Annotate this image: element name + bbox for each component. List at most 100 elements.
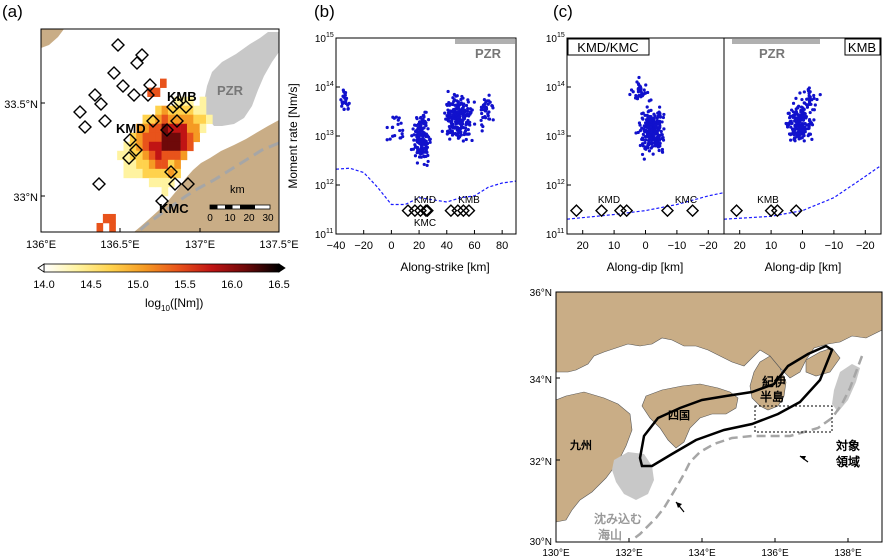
moment-rate-point bbox=[481, 115, 485, 120]
moment-rate-point bbox=[341, 94, 345, 98]
moment-rate-point bbox=[644, 83, 648, 87]
moment-rate-point bbox=[646, 125, 650, 129]
moment-rate-point bbox=[801, 114, 805, 118]
moment-rate-point bbox=[391, 125, 395, 129]
moment-rate-point bbox=[803, 125, 807, 129]
heatmap-cell bbox=[129, 168, 137, 179]
heatmap-cell bbox=[161, 123, 169, 134]
moment-rate-point bbox=[649, 146, 653, 150]
panel-b-ytick-base: 10 bbox=[315, 34, 327, 45]
moment-rate-point bbox=[802, 107, 806, 112]
panel-b-xtick-label: −40 bbox=[327, 240, 346, 252]
moment-rate-point bbox=[385, 125, 389, 130]
moment-rate-point bbox=[649, 115, 653, 119]
panel-c-left-xtick-label: 20 bbox=[577, 240, 589, 252]
moment-rate-point bbox=[643, 91, 647, 95]
panel-c-right-title: KMB bbox=[848, 40, 876, 55]
heatmap-cell bbox=[174, 168, 181, 179]
moment-rate-point bbox=[797, 113, 801, 118]
panel-d-study-area-box bbox=[754, 405, 833, 433]
panel-c-left-xtick-label: −20 bbox=[699, 240, 718, 252]
moment-rate-point bbox=[460, 108, 465, 112]
moment-rate-point bbox=[660, 120, 664, 124]
moment-rate-point bbox=[662, 112, 666, 117]
moment-rate-point bbox=[800, 111, 805, 116]
panel-c-right-xtick-label: −20 bbox=[856, 240, 875, 252]
moment-rate-point bbox=[634, 131, 638, 135]
panel-b-xlabel: Along-strike [km] bbox=[400, 260, 489, 274]
panel-c-ytick-base: 10 bbox=[546, 34, 558, 45]
moment-rate-point bbox=[660, 147, 665, 152]
moment-rate-point bbox=[347, 101, 351, 105]
moment-rate-point bbox=[401, 134, 405, 139]
moment-rate-point bbox=[806, 126, 810, 131]
moment-rate-point bbox=[415, 128, 420, 132]
moment-rate-point bbox=[636, 86, 640, 91]
moment-rate-point bbox=[656, 145, 661, 149]
panel-c-left-xlabel: Along-dip [km] bbox=[607, 260, 684, 274]
moment-rate-point bbox=[646, 143, 650, 147]
heatmap-cell bbox=[161, 186, 169, 197]
moment-rate-point bbox=[792, 127, 796, 131]
heatmap-cell bbox=[167, 150, 175, 161]
moment-rate-point bbox=[448, 127, 452, 131]
moment-rate-point bbox=[419, 155, 423, 159]
panel-c-left-xtick-label: −10 bbox=[668, 240, 687, 252]
moment-rate-point bbox=[464, 123, 468, 127]
heatmap-cell bbox=[155, 159, 162, 170]
grey-station-diamond bbox=[141, 88, 155, 102]
colorbar-bar bbox=[43, 263, 280, 273]
moment-rate-point bbox=[484, 109, 488, 113]
heatmap-cell bbox=[136, 123, 143, 134]
moment-rate-point bbox=[649, 125, 653, 129]
colorbar-right-arrow bbox=[278, 263, 286, 273]
moment-rate-point bbox=[637, 75, 641, 80]
station-diamond bbox=[122, 151, 136, 165]
panel-c-letter: (c) bbox=[553, 2, 573, 21]
panel-d-kii-label-1: 紀伊 bbox=[762, 374, 786, 389]
heatmap-cell bbox=[142, 132, 150, 143]
moment-rate-point bbox=[789, 138, 793, 142]
moment-rate-point bbox=[808, 110, 812, 115]
panel-d-kii-label-2: 半島 bbox=[760, 389, 784, 404]
panel-d-kyushu-label: 九州 bbox=[569, 438, 592, 452]
moment-rate-point bbox=[652, 112, 656, 116]
station-diamond bbox=[181, 177, 195, 191]
moment-rate-point bbox=[791, 101, 796, 105]
panel-a-ytick: 33.5°N bbox=[4, 99, 38, 111]
moment-rate-point bbox=[415, 161, 420, 165]
panel-b-xtick-label: 0 bbox=[388, 240, 394, 252]
station-diamond bbox=[123, 133, 137, 147]
moment-rate-point bbox=[342, 107, 346, 111]
moment-rate-point bbox=[419, 122, 423, 126]
moment-rate-point bbox=[445, 114, 449, 118]
grey-station-diamond bbox=[143, 78, 157, 92]
panel-c-ytick-base: 10 bbox=[546, 230, 558, 241]
moment-rate-point bbox=[424, 132, 429, 136]
moment-rate-point bbox=[785, 125, 790, 129]
moment-rate-point bbox=[415, 116, 419, 121]
moment-rate-point bbox=[418, 137, 422, 141]
moment-rate-point bbox=[807, 99, 812, 103]
station-diamond bbox=[451, 204, 465, 218]
panel-c-left-xtick-label: 0 bbox=[642, 240, 648, 252]
heatmap-cell bbox=[148, 123, 156, 134]
colorbar-label-unit: ([Nm]) bbox=[170, 296, 203, 310]
panel-b-xtick-label: 80 bbox=[496, 240, 508, 252]
heatmap-cell bbox=[142, 168, 150, 179]
station-diamond bbox=[408, 204, 422, 218]
station-diamond bbox=[660, 204, 674, 218]
moment-rate-point bbox=[657, 127, 661, 132]
moment-rate-point bbox=[419, 115, 423, 120]
moment-rate-point bbox=[483, 105, 487, 109]
moment-rate-point bbox=[786, 111, 790, 115]
moment-rate-point bbox=[654, 129, 658, 134]
moment-rate-point bbox=[800, 97, 804, 102]
moment-rate-point bbox=[401, 128, 405, 132]
moment-rate-point bbox=[801, 132, 806, 137]
moment-rate-point bbox=[417, 132, 421, 137]
heatmap-cell bbox=[136, 132, 143, 143]
heatmap-cell bbox=[136, 150, 143, 161]
heatmap-cell bbox=[142, 159, 150, 170]
moment-rate-point bbox=[480, 111, 484, 116]
